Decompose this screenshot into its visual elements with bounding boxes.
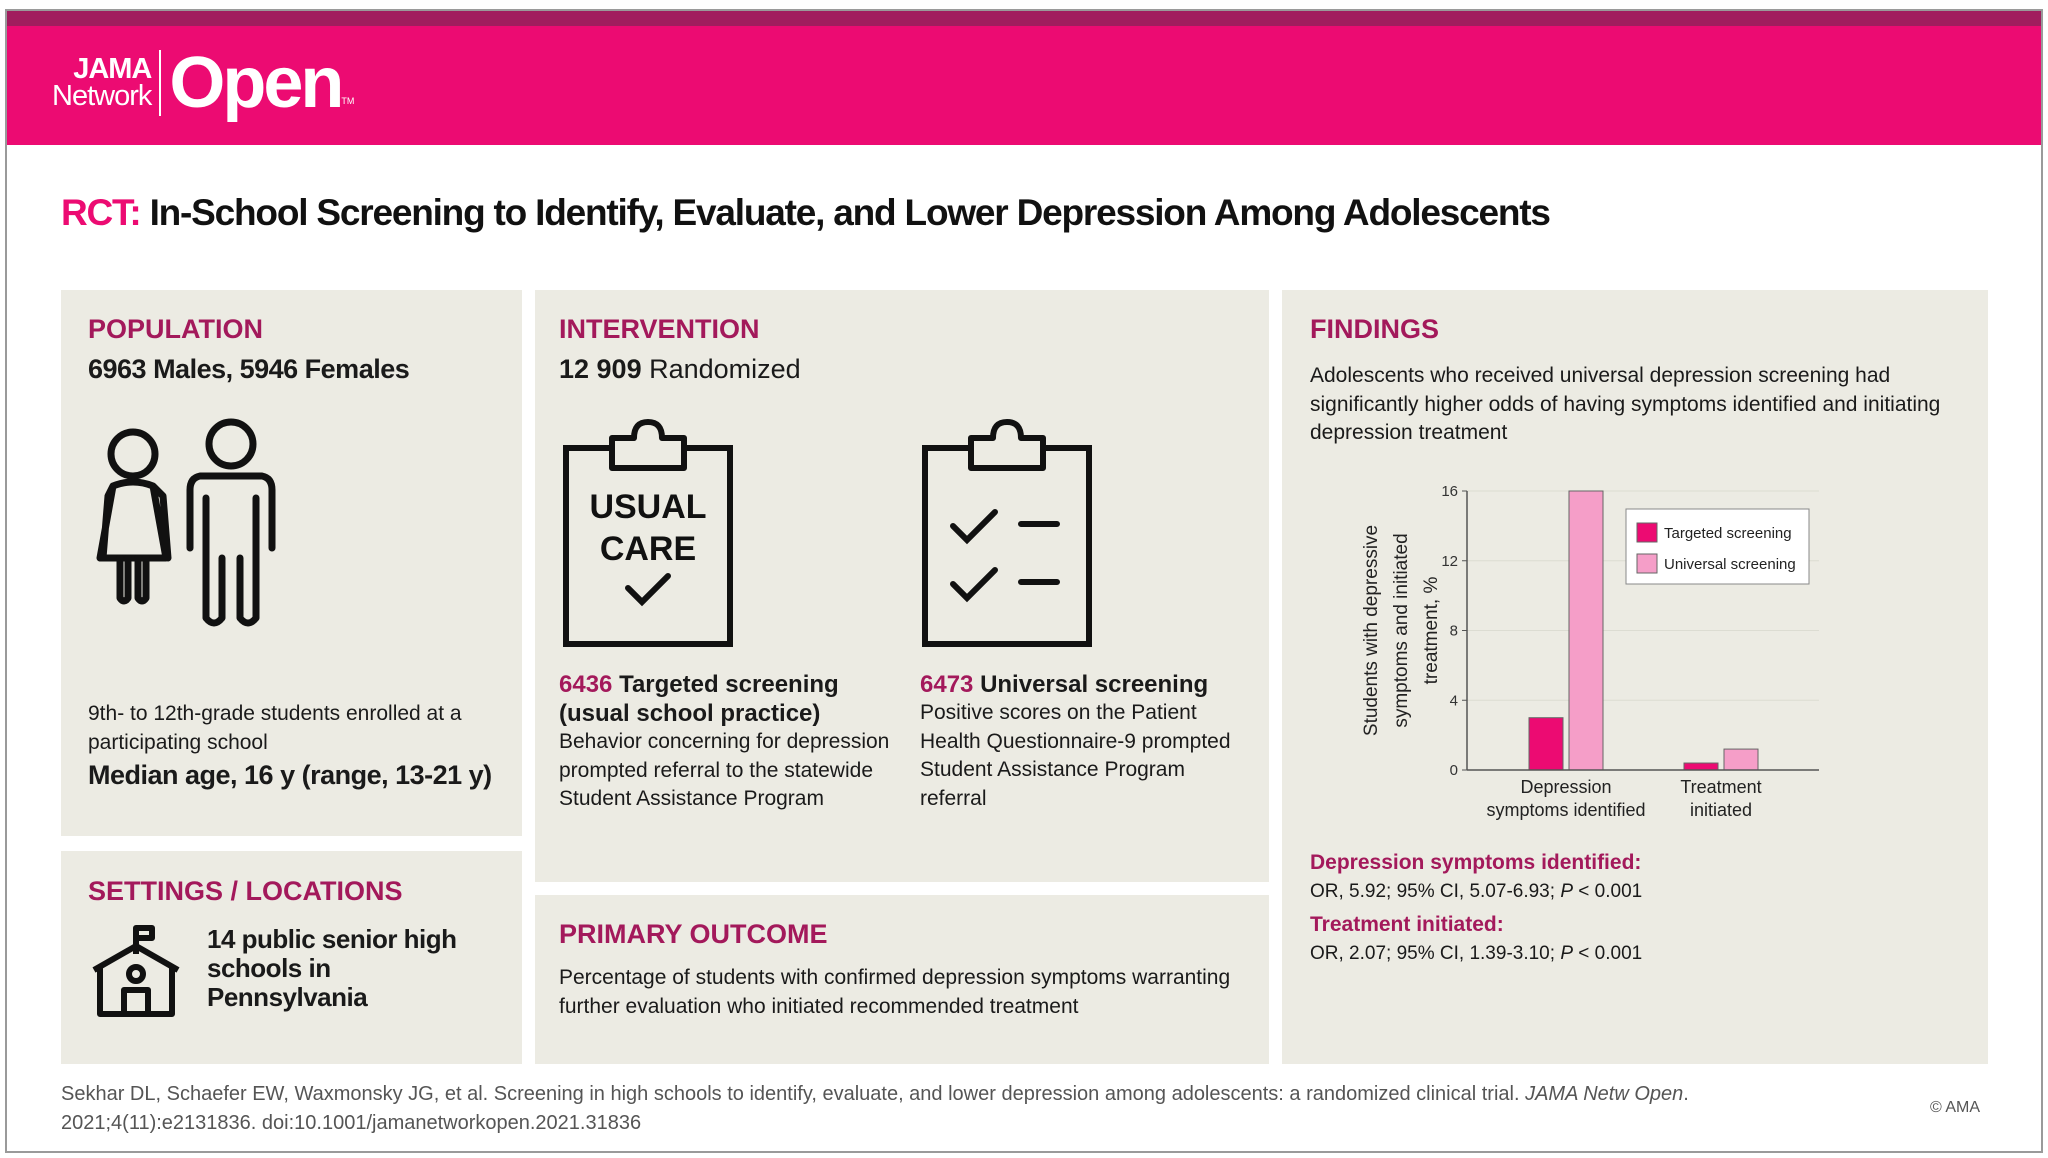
bar-targeted: [1683, 762, 1719, 771]
citation-rest: . 2021;4(11):e2131836. doi:10.1001/jaman…: [61, 1083, 1689, 1134]
settings-heading: SETTINGS / LOCATIONS: [88, 876, 403, 906]
header-banner: [7, 26, 2041, 145]
targeted-name: Targeted screening (usual school practic…: [559, 671, 839, 727]
usual-care-label-2: CARE: [600, 530, 696, 568]
logo-open: Open: [169, 43, 344, 123]
logo-tm: TM: [341, 96, 355, 106]
randomized-count: 12 909 Randomized: [559, 355, 801, 384]
x-tick-label: symptoms identified: [1486, 800, 1645, 820]
y-tick-label: 12: [1441, 553, 1458, 570]
targeted-arm: 6436 Targeted screening (usual school pr…: [559, 670, 899, 814]
targeted-description: Behavior concerning for depression promp…: [559, 730, 890, 810]
y-axis-label: symptoms and initiated: [1391, 533, 1412, 727]
x-tick-label: initiated: [1690, 800, 1752, 820]
universal-name: Universal screening: [980, 671, 1209, 698]
primary-outcome-heading: PRIMARY OUTCOME: [559, 919, 828, 949]
findings-summary: Adolescents who received universal depre…: [1310, 364, 1941, 444]
population-heading: POPULATION: [88, 314, 263, 344]
settings-text: 14 public senior high schools in Pennsyl…: [207, 924, 457, 1012]
legend-label: Targeted screening: [1664, 525, 1792, 542]
x-tick-label: Depression: [1520, 777, 1611, 797]
people-icon: [96, 418, 276, 627]
logo-jama: JAMA: [73, 53, 152, 85]
legend-swatch: [1636, 522, 1658, 543]
bar-targeted: [1528, 717, 1564, 771]
bar-universal: [1723, 748, 1759, 771]
y-tick-label: 8: [1450, 623, 1458, 640]
jama-network-open-logo: JAMA Network Open TM: [52, 43, 355, 123]
population-median-age: Median age, 16 y (range, 13-21 y): [88, 760, 492, 790]
result-2-stat: OR, 2.07; 95% CI, 1.39-3.10;: [1310, 942, 1561, 964]
y-tick-label: 16: [1441, 483, 1458, 500]
randomized-n: 12 909: [559, 354, 642, 384]
logo-divider: [159, 50, 162, 116]
copyright: © AMA: [1930, 1099, 1981, 1116]
bar-chart: 0 4 8 12 16 Depression symptoms identified Trea…: [1361, 483, 1819, 820]
settings-panel: [61, 851, 522, 1064]
result-2-pval: < 0.001: [1573, 942, 1643, 964]
citation: Sekhar DL, Schaefer EW, Waxmonsky JG, et…: [61, 1080, 1801, 1138]
findings-results: Depression symptoms identified: OR, 5.92…: [1310, 849, 1970, 968]
primary-outcome-text: Percentage of students with confirmed de…: [559, 966, 1231, 1018]
targeted-n: 6436: [559, 671, 613, 698]
logo-network: Network: [52, 80, 152, 112]
y-axis-label: treatment, %: [1421, 577, 1442, 685]
universal-n: 6473: [920, 671, 974, 698]
usual-care-clipboard-icon: USUAL CARE: [563, 419, 733, 647]
result-1-stat: OR, 5.92; 95% CI, 5.07-6.93;: [1310, 880, 1561, 902]
infographic-frame: [5, 9, 2043, 1153]
legend-label: Universal screening: [1664, 556, 1796, 573]
result-2-p: P: [1560, 942, 1573, 964]
legend-swatch: [1636, 553, 1658, 574]
result-1-pval: < 0.001: [1573, 880, 1643, 902]
y-tick-label: 4: [1450, 692, 1458, 709]
population-counts: 6963 Males, 5946 Females: [88, 354, 410, 384]
result-1-p: P: [1560, 880, 1573, 902]
randomized-label: Randomized: [649, 354, 801, 384]
school-icon: [92, 925, 180, 1017]
primary-outcome-panel: [535, 895, 1269, 1064]
citation-text: Sekhar DL, Schaefer EW, Waxmonsky JG, et…: [61, 1083, 1526, 1105]
y-tick-label: 0: [1450, 762, 1458, 779]
checklist-clipboard-icon: [922, 419, 1092, 647]
title-text: In-School Screening to Identify, Evaluat…: [149, 192, 1551, 233]
page-title: RCT: In-School Screening to Identify, Ev…: [61, 192, 1551, 234]
population-description: 9th- to 12th-grade students enrolled at …: [88, 702, 462, 754]
result-2-label: Treatment initiated:: [1310, 913, 1504, 936]
bar-universal: [1568, 490, 1604, 771]
usual-care-label-1: USUAL: [589, 488, 706, 526]
y-axis-label: Students with depressive: [1361, 525, 1382, 736]
citation-journal: JAMA Netw Open: [1525, 1083, 1684, 1105]
header-strip: [7, 11, 2041, 26]
universal-arm: 6473 Universal screening Positive scores…: [920, 670, 1250, 813]
result-1-label: Depression symptoms identified:: [1310, 851, 1642, 874]
findings-heading: FINDINGS: [1310, 314, 1440, 344]
title-prefix: RCT:: [61, 192, 142, 233]
findings-panel: [1282, 290, 1988, 1064]
x-tick-label: Treatment: [1680, 777, 1761, 797]
intervention-heading: INTERVENTION: [559, 314, 760, 344]
universal-description: Positive scores on the Patient Health Qu…: [920, 701, 1231, 810]
